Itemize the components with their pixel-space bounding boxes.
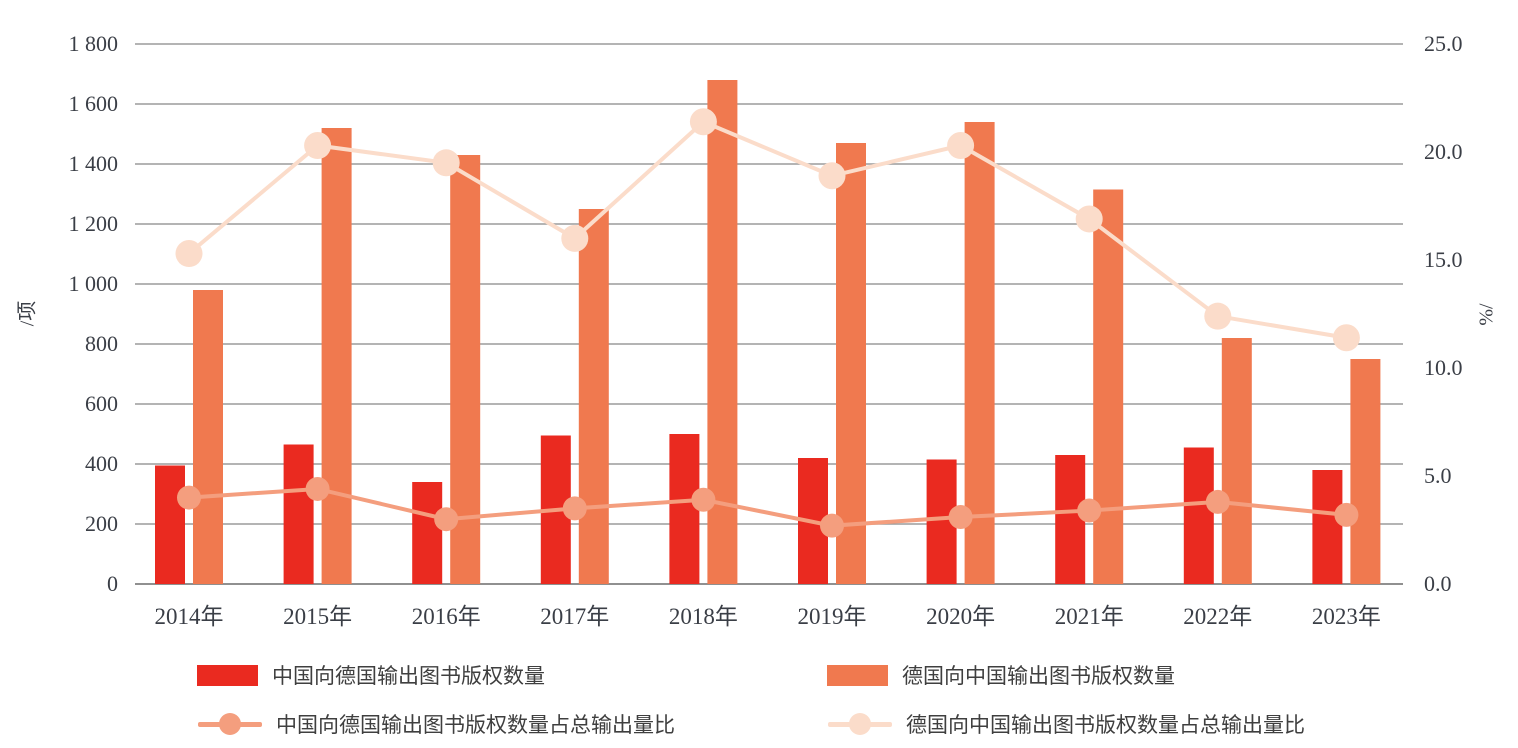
ratio-dot-germany-to-china-2014年: [175, 240, 203, 268]
left-axis-title: /项: [16, 300, 39, 327]
left-tick-1200: 1 200: [68, 211, 119, 236]
legend-label: 德国向中国输出图书版权数量: [902, 664, 1175, 688]
right-tick-5.0: 5.0: [1424, 463, 1452, 488]
legend-label: 德国向中国输出图书版权数量占总输出量比: [906, 713, 1305, 737]
right-tick-0.0: 0.0: [1424, 571, 1452, 596]
ratio-dot-germany-to-china-2015年: [304, 132, 332, 160]
right-axis-title: %/: [1475, 303, 1498, 326]
ratio-dot-germany-to-china-2021年: [1075, 205, 1103, 233]
ratio-dot-china-to-germany-2021年: [1077, 498, 1102, 523]
left-tick-600: 600: [85, 391, 118, 416]
ratio-dot-germany-to-china-2019年: [818, 162, 846, 190]
bar-china-to-germany-2023年: [1312, 470, 1343, 584]
x-label-2021年: 2021年: [1054, 604, 1124, 629]
right-tick-15.0: 15.0: [1424, 247, 1463, 272]
legend-bar-swatch: [197, 664, 258, 686]
ratio-dot-china-to-germany-2014年: [177, 485, 201, 510]
bar-germany-to-china-2017年: [578, 209, 609, 584]
left-tick-200: 200: [85, 511, 118, 536]
ratio-dot-china-to-germany-2020年: [948, 505, 973, 530]
ratio-dot-germany-to-china-2020年: [947, 132, 975, 160]
legend-item-3: 中国向德国输出图书版权数量占总输出量比: [198, 711, 675, 737]
legend-line-marker: [198, 713, 262, 735]
ratio-dot-germany-to-china-2016年: [432, 149, 460, 177]
left-tick-400: 400: [85, 451, 118, 476]
legend-item-2: 德国向中国输出图书版权数量: [827, 662, 1175, 688]
ratio-dot-china-to-germany-2019年: [820, 513, 844, 538]
ratio-dot-germany-to-china-2022年: [1204, 302, 1232, 330]
left-tick-0: 0: [107, 571, 118, 596]
bar-china-to-germany-2014年: [155, 465, 185, 584]
legend-label: 中国向德国输出图书版权数量: [272, 664, 545, 688]
left-tick-800: 800: [85, 331, 118, 356]
ratio-line-germany-to-china: [187, 119, 1347, 340]
legend-bar-swatch: [827, 664, 888, 686]
bar-germany-to-china-2019年: [836, 143, 866, 584]
x-label-2023年: 2023年: [1311, 604, 1381, 629]
left-tick-1000: 1 000: [68, 271, 119, 296]
legend-item-4: 德国向中国输出图书版权数量占总输出量比: [828, 711, 1305, 737]
x-label-2015年: 2015年: [283, 604, 353, 629]
ratio-dot-china-to-germany-2016年: [434, 507, 459, 532]
bar-china-to-germany-2015年: [283, 444, 314, 584]
bar-china-to-germany-2018年: [669, 434, 700, 584]
bar-china-to-germany-2022年: [1183, 447, 1214, 584]
ratio-dot-china-to-germany-2015年: [305, 476, 330, 501]
ratio-dot-china-to-germany-2017年: [562, 496, 587, 521]
ratio-dot-china-to-germany-2023年: [1334, 502, 1359, 527]
ratio-line-china-to-germany: [188, 486, 1347, 528]
bar-china-to-germany-2016年: [412, 482, 443, 584]
right-tick-10.0: 10.0: [1424, 355, 1463, 380]
right-tick-25.0: 25.0: [1424, 31, 1463, 56]
x-label-2014年: 2014年: [154, 604, 224, 629]
plot-area: [135, 43, 1403, 585]
x-label-2020年: 2020年: [926, 604, 996, 629]
bar-germany-to-china-2022年: [1221, 338, 1252, 584]
x-label-2016年: 2016年: [411, 604, 481, 629]
left-tick-1600: 1 600: [68, 91, 119, 116]
x-label-2019年: 2019年: [797, 604, 867, 629]
ratio-dot-china-to-germany-2022年: [1205, 489, 1230, 514]
legend-item-1: 中国向德国输出图书版权数量: [197, 662, 545, 688]
x-label-2018年: 2018年: [668, 604, 738, 629]
ratio-dot-germany-to-china-2017年: [561, 224, 589, 252]
left-tick-1800: 1 800: [68, 31, 119, 56]
ratio-dot-china-to-germany-2018年: [691, 487, 716, 512]
bar-germany-to-china-2015年: [321, 128, 352, 584]
x-label-2017年: 2017年: [540, 604, 610, 629]
bar-germany-to-china-2023年: [1350, 359, 1381, 584]
bar-germany-to-china-2021年: [1093, 189, 1124, 584]
legend-line-dot: [219, 713, 241, 735]
legend-line-marker: [828, 713, 892, 735]
right-tick-20.0: 20.0: [1424, 139, 1463, 164]
legend-line-dot: [849, 713, 871, 735]
legend-label: 中国向德国输出图书版权数量占总输出量比: [276, 713, 675, 737]
bar-china-to-germany-2021年: [1055, 455, 1086, 584]
legend: 中国向德国输出图书版权数量 德国向中国输出图书版权数量中国向德国输出图书版权数量占…: [0, 650, 1518, 748]
bar-germany-to-china-2020年: [964, 122, 995, 584]
ratio-dot-germany-to-china-2023年: [1332, 324, 1360, 352]
ratio-dot-germany-to-china-2018年: [689, 108, 717, 136]
bar-germany-to-china-2018年: [707, 80, 738, 584]
x-label-2022年: 2022年: [1183, 604, 1253, 629]
bar-germany-to-china-2014年: [193, 290, 223, 584]
left-tick-1400: 1 400: [68, 151, 119, 176]
